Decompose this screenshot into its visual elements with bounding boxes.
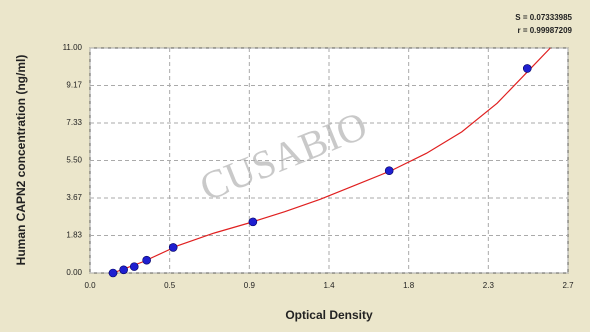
annotation: r = 0.99987209 xyxy=(518,26,573,35)
data-point xyxy=(248,217,258,227)
y-tick-label: 7.33 xyxy=(66,118,82,127)
x-tick-label: 1.4 xyxy=(323,281,335,290)
data-point xyxy=(168,243,178,252)
y-tick-label: 5.50 xyxy=(66,156,82,165)
y-axis-label: Human CAPN2 concentration (ng/ml) xyxy=(14,55,28,266)
data-point xyxy=(522,64,532,73)
x-tick-label: 0.0 xyxy=(84,281,96,290)
annotation: S = 0.07333985 xyxy=(515,13,572,22)
y-tick-label: 0.00 xyxy=(66,268,82,277)
x-axis-label: Optical Density xyxy=(285,308,373,322)
data-point xyxy=(142,255,151,265)
y-tick-label: 9.17 xyxy=(66,81,82,90)
y-tick-label: 3.67 xyxy=(66,193,82,202)
x-tick-label: 2.7 xyxy=(562,281,574,290)
x-tick-label: 2.3 xyxy=(483,281,495,290)
x-tick-label: 0.5 xyxy=(164,281,176,290)
fit-curve xyxy=(112,47,551,274)
x-tick-label: 1.8 xyxy=(403,281,415,290)
data-point xyxy=(129,262,139,271)
x-tick-label: 0.9 xyxy=(244,281,256,290)
y-tick-label: 1.83 xyxy=(66,231,82,240)
data-point xyxy=(119,265,128,275)
y-tick-label: 11.00 xyxy=(63,43,83,52)
data-point xyxy=(384,166,394,176)
data-point xyxy=(108,268,118,278)
